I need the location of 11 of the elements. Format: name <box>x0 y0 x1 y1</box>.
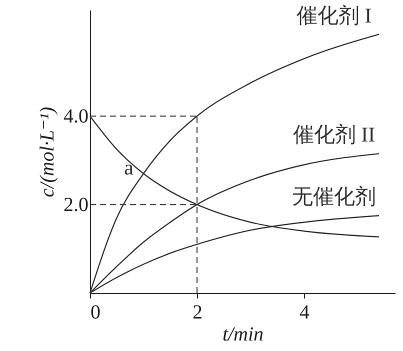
series-label: 催化剂 II <box>292 122 376 147</box>
y-tick-label: 4.0 <box>64 106 88 128</box>
series-label: 无催化剂 <box>292 184 376 209</box>
series-label: a <box>124 155 134 180</box>
y-tick-label: 2.0 <box>64 194 88 216</box>
x-tick-label: 4 <box>300 302 310 324</box>
x-tick-label: 2 <box>192 302 203 324</box>
x-tick-label: 0 <box>90 302 100 324</box>
y-axis-title: c/(mol·L⁻¹) <box>36 106 58 198</box>
x-axis-title: t/min <box>222 324 264 346</box>
series-label: 催化剂 I <box>296 3 372 28</box>
